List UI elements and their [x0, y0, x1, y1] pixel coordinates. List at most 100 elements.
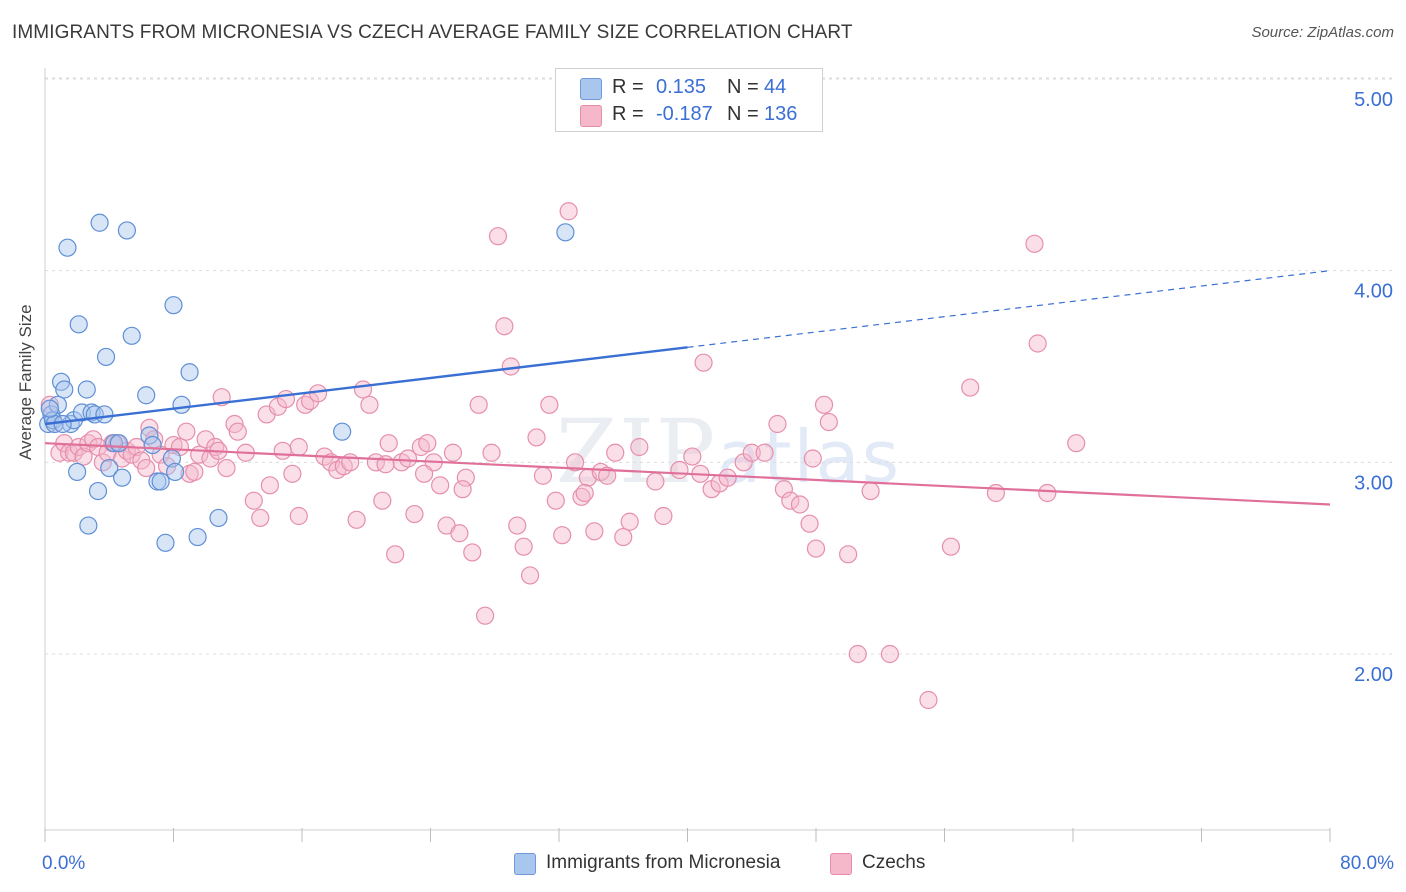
point-micronesia	[100, 458, 119, 478]
point-czechs	[273, 441, 292, 460]
point-czechs	[177, 422, 196, 441]
point-czechs	[185, 462, 204, 482]
point-czechs	[453, 480, 472, 499]
point-micronesia	[40, 399, 59, 418]
x-tick-label: 80.0%	[1340, 853, 1394, 874]
point-czechs	[533, 466, 553, 485]
point-czechs	[654, 506, 673, 526]
point-micronesia	[53, 414, 72, 434]
legend-r-value: 0.135	[656, 76, 707, 98]
point-czechs	[606, 443, 625, 462]
y-tick-label: 4.00	[1354, 281, 1393, 303]
point-czechs	[1067, 434, 1086, 453]
point-czechs	[244, 491, 263, 510]
point-czechs	[540, 395, 559, 414]
point-czechs	[414, 464, 434, 483]
point-czechs	[289, 506, 308, 526]
point-micronesia	[209, 508, 228, 528]
bottom-legend-label-micronesia: Immigrants from Micronesia	[546, 852, 781, 873]
point-micronesia	[90, 213, 109, 232]
point-czechs	[585, 522, 604, 541]
point-czechs	[469, 395, 488, 414]
point-micronesia	[188, 527, 207, 547]
point-czechs	[514, 537, 533, 556]
point-micronesia	[180, 363, 199, 382]
point-czechs	[565, 453, 585, 472]
point-czechs	[283, 464, 302, 483]
point-czechs	[450, 524, 469, 543]
point-micronesia	[55, 380, 74, 399]
point-czechs	[755, 443, 774, 462]
point-czechs	[848, 644, 867, 664]
point-czechs	[405, 504, 424, 524]
point-micronesia	[143, 435, 162, 455]
point-micronesia	[96, 347, 116, 367]
point-micronesia	[122, 326, 141, 345]
point-czechs	[289, 437, 308, 457]
point-czechs	[742, 443, 761, 462]
point-czechs	[800, 514, 819, 533]
point-czechs	[140, 418, 159, 437]
point-czechs	[69, 437, 88, 457]
point-czechs	[941, 537, 961, 556]
source-label: Source: ZipAtlas.com	[1251, 24, 1394, 41]
point-czechs	[806, 539, 826, 558]
point-czechs	[683, 447, 702, 466]
point-czechs	[598, 466, 617, 485]
point-czechs	[819, 412, 838, 432]
legend-n-label: N =	[727, 76, 759, 98]
bottom-legend-label-czechs: Czechs	[862, 852, 926, 873]
trendline-micronesia	[44, 346, 688, 426]
point-czechs	[839, 545, 858, 564]
trendline-czechs	[44, 442, 1331, 506]
point-micronesia	[140, 426, 159, 445]
point-czechs	[463, 543, 482, 562]
point-czechs	[398, 449, 418, 468]
legend-r-label: R =	[612, 76, 644, 98]
point-czechs	[260, 476, 279, 495]
stats-legend: R = 0.135 N = 44 R = -0.187 N = 136	[555, 68, 823, 132]
point-czechs	[495, 317, 514, 336]
point-czechs	[986, 483, 1006, 503]
point-micronesia	[69, 315, 88, 334]
point-czechs	[961, 378, 980, 397]
point-czechs	[861, 481, 880, 501]
point-czechs	[620, 512, 639, 531]
point-micronesia	[109, 434, 128, 453]
y-tick-label: 2.00	[1354, 664, 1393, 686]
watermark-atlas: atlas	[717, 415, 902, 499]
point-czechs	[1028, 334, 1047, 353]
point-czechs	[476, 606, 495, 625]
bottom-legend-swatch-micronesia	[514, 853, 536, 875]
point-czechs	[559, 202, 578, 221]
point-czechs	[718, 468, 737, 487]
point-micronesia	[68, 462, 87, 482]
watermark-zip: ZIP	[556, 400, 718, 503]
legend-swatch-czechs	[580, 105, 602, 127]
point-czechs	[353, 380, 373, 399]
point-czechs	[781, 491, 800, 510]
point-czechs	[814, 395, 834, 414]
point-micronesia	[77, 380, 96, 399]
bottom-legend-swatch-czechs	[830, 853, 852, 875]
point-czechs	[1025, 234, 1044, 253]
point-czechs	[670, 460, 689, 480]
point-czechs	[228, 422, 247, 441]
y-axis-label: Average Family Size	[16, 304, 35, 460]
x-tick-label: 0.0%	[42, 853, 85, 874]
point-czechs	[431, 476, 450, 495]
point-czechs	[488, 227, 508, 246]
point-czechs	[790, 495, 810, 514]
point-micronesia	[172, 395, 191, 414]
point-czechs	[520, 566, 540, 585]
point-czechs	[614, 527, 633, 547]
point-czechs	[418, 434, 437, 453]
point-czechs	[646, 472, 665, 491]
legend-n-label: N =	[727, 103, 759, 125]
trendline-micronesia-extrapolated	[687, 270, 1331, 348]
legend-n-value: 44	[764, 76, 787, 98]
point-czechs	[880, 644, 899, 664]
point-czechs	[276, 389, 296, 409]
point-micronesia	[117, 221, 137, 240]
